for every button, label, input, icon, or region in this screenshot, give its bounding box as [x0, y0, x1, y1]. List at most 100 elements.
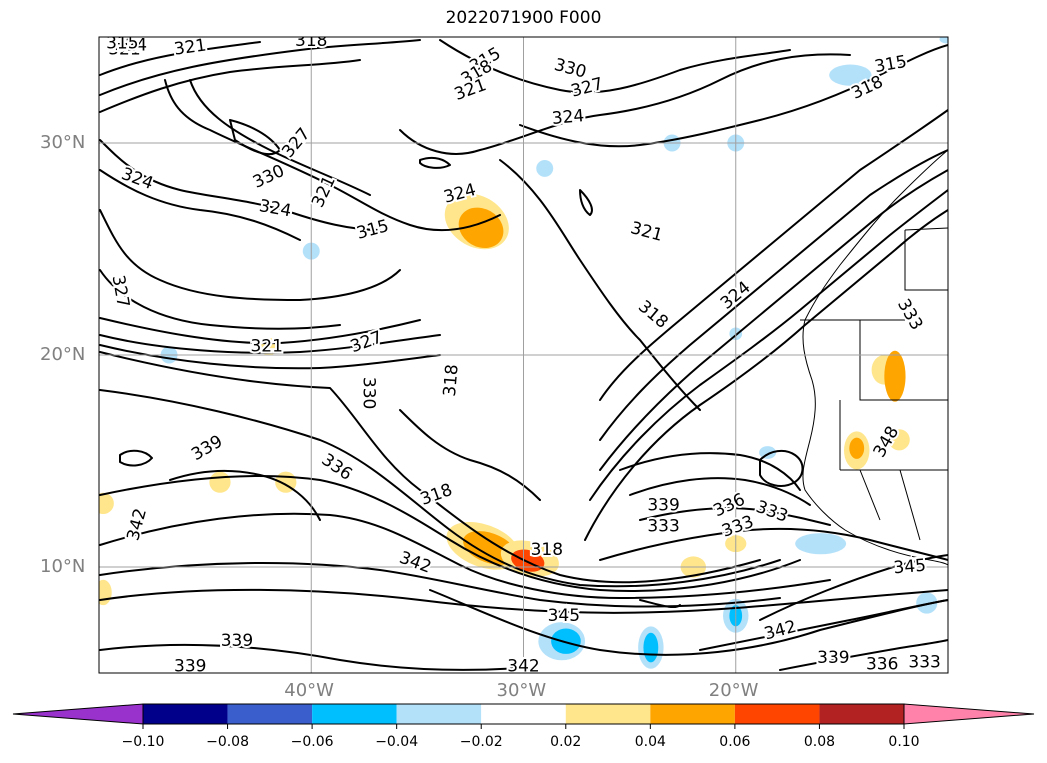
coastline-africa	[802, 149, 948, 566]
contour-line	[99, 334, 441, 354]
contour-line	[99, 512, 831, 599]
map-frame	[98, 36, 949, 674]
contour-label: 333	[647, 517, 679, 537]
contour-line	[599, 169, 948, 471]
contour-label: 330	[250, 161, 288, 193]
colorbar-segment	[565, 704, 651, 724]
contour-label: 345	[893, 556, 927, 579]
country-border	[800, 227, 948, 541]
contour-line	[99, 562, 781, 608]
colorbar-segment	[227, 704, 313, 724]
contour-line	[99, 643, 521, 671]
contour-line	[584, 209, 948, 541]
contour-line	[639, 599, 681, 609]
colorbar	[12, 703, 1035, 729]
contour-label: 315	[355, 216, 392, 244]
contour-line	[579, 189, 593, 216]
colorbar-tick-label: −0.10	[121, 734, 165, 750]
anomaly-blob	[939, 37, 948, 44]
anomaly-blob	[99, 492, 114, 514]
latitude-label: 10°N	[40, 556, 86, 577]
anomaly-blob	[849, 437, 865, 459]
coastline-layer	[800, 149, 948, 566]
colorbar-tick-label: 0.02	[550, 734, 582, 750]
contour-label: 321	[173, 35, 208, 59]
contour-label: 339	[188, 432, 226, 466]
contour-line	[589, 189, 948, 501]
anomaly-blob	[829, 64, 872, 86]
latitude-label: 30°N	[40, 132, 86, 153]
anomaly-blob	[759, 446, 777, 459]
contour-line	[499, 159, 701, 411]
contour-line	[429, 589, 948, 656]
contour-line	[99, 269, 341, 330]
colorbar-frame	[142, 703, 905, 725]
anomaly-blob	[99, 579, 112, 606]
colorbar-segment	[143, 704, 228, 724]
colorbar-tick-label: 0.06	[719, 734, 751, 750]
contour-line	[639, 507, 831, 526]
contour-label: 318	[531, 540, 563, 560]
contour-label: 330	[359, 377, 379, 409]
contour-line	[189, 79, 371, 196]
colorbar-segment	[734, 704, 820, 724]
contour-label: 327	[348, 327, 385, 357]
contour-label: 318	[634, 297, 672, 333]
contour-label: 339	[647, 496, 679, 516]
contour-label: 324	[257, 196, 292, 221]
contour-line	[419, 156, 451, 169]
colorbar-tick-label: 0.04	[634, 734, 666, 750]
colorbar-tick-label: −0.02	[459, 734, 503, 750]
contour-label: 345	[548, 606, 580, 626]
colorbar-segment	[312, 704, 397, 724]
contour-label: 333	[893, 296, 927, 334]
contour-label: 321	[108, 40, 140, 60]
contour-label: 327	[108, 274, 133, 309]
contour-label: 324	[717, 278, 755, 314]
contour-line	[99, 41, 261, 76]
contour-line	[99, 389, 781, 588]
longitude-label: 20°W	[708, 680, 759, 701]
contour-line	[99, 317, 421, 345]
contour-label: 342	[507, 657, 539, 677]
contour-label: 342	[123, 506, 151, 543]
anomaly-blob	[536, 159, 554, 177]
contour-label: 324	[551, 106, 585, 129]
contour-line	[99, 474, 801, 592]
contour-line	[119, 449, 153, 467]
contour-line	[619, 452, 801, 491]
contour-line	[759, 449, 804, 487]
contour-line	[99, 39, 421, 96]
contour-line	[99, 59, 361, 113]
colorbar-tick-label: 0.08	[803, 734, 836, 750]
contour-line	[99, 139, 381, 231]
map-title: 2022071900 F000	[445, 8, 602, 28]
anomaly-blob	[884, 350, 906, 402]
contour-label: 318	[440, 363, 463, 397]
colorbar-tick-label: −0.04	[375, 734, 419, 750]
contour-label: 324	[119, 164, 156, 194]
contour-line	[779, 639, 948, 671]
contour-line	[99, 209, 401, 301]
anomaly-blob	[643, 632, 659, 663]
contour-label: 339	[817, 648, 849, 668]
contour-label: 339	[174, 657, 206, 677]
contour-label: 333	[753, 497, 790, 527]
contour-label: 342	[762, 617, 799, 645]
contour-label: 315	[873, 52, 908, 77]
contour-label: 339	[221, 631, 253, 651]
contour-line	[99, 351, 761, 584]
contour-label: 324	[115, 35, 147, 55]
contour-line	[399, 53, 851, 155]
contour-line	[169, 469, 321, 521]
contour-label: 321	[628, 218, 665, 246]
contour-line	[629, 477, 811, 506]
latitude-label: 20°N	[40, 344, 86, 365]
colorbar-extend-min	[12, 703, 144, 725]
contour-line	[599, 109, 948, 401]
map-gridlines	[99, 37, 948, 673]
contour-label: 333	[908, 652, 940, 672]
longitude-label: 40°W	[284, 680, 334, 701]
anomaly-blob	[795, 533, 847, 555]
